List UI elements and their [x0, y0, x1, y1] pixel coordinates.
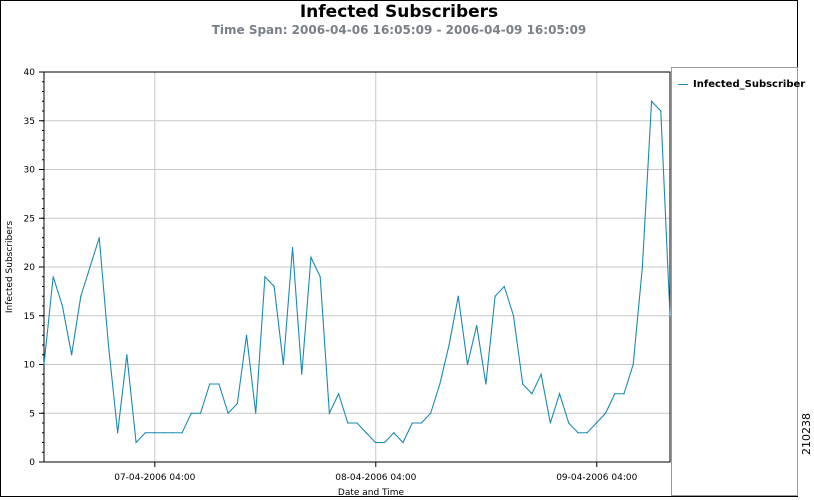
y-tick-label: 10 [24, 361, 36, 371]
legend-item: Infected_Subscriber [678, 79, 805, 90]
data-point [98, 237, 100, 239]
data-point [476, 324, 478, 327]
data-point [641, 266, 643, 268]
data-point [420, 422, 423, 424]
data-point [614, 393, 616, 395]
data-point [540, 373, 542, 375]
data-point [291, 246, 294, 249]
data-point [457, 295, 459, 297]
y-tick-label: 25 [24, 214, 35, 224]
data-point [264, 276, 266, 278]
data-point [374, 441, 377, 444]
data-point [52, 276, 54, 278]
data-point [430, 412, 432, 414]
data-point [144, 432, 146, 434]
data-point [558, 393, 561, 395]
x-tick-label: 08-04-2006 04:00 [335, 473, 416, 483]
y-tick-label: 35 [24, 117, 35, 127]
data-point [273, 285, 275, 288]
data-point [660, 110, 662, 112]
figure-code: 210238 [800, 413, 813, 455]
data-point [199, 412, 202, 414]
data-point [255, 412, 257, 414]
data-point [402, 441, 404, 444]
data-point [439, 383, 441, 385]
data-point [135, 441, 137, 444]
legend-label: Infected_Subscriber [693, 79, 806, 90]
x-tick-label: 07-04-2006 04:00 [114, 473, 195, 483]
data-point [43, 363, 45, 366]
data-point [623, 393, 625, 395]
data-point [107, 344, 110, 346]
data-point [89, 266, 91, 268]
data-point [347, 422, 349, 424]
x-axis-title: Date and Time [338, 488, 405, 498]
legend-swatch [678, 84, 688, 85]
y-tick-label: 20 [24, 263, 36, 273]
data-point [245, 334, 248, 336]
data-point [365, 432, 367, 434]
data-point [319, 276, 321, 278]
data-point [218, 383, 220, 385]
y-tick-label: 30 [24, 166, 36, 176]
data-point [466, 363, 469, 366]
legend: Infected_Subscriber [671, 67, 805, 496]
data-point [310, 256, 312, 258]
data-point [393, 432, 395, 434]
data-point [604, 412, 607, 414]
plot-border [43, 71, 671, 463]
data-point [384, 441, 386, 444]
data-point [301, 373, 303, 375]
y-tick-label: 40 [24, 68, 36, 78]
data-point [669, 315, 671, 317]
data-point [80, 295, 82, 297]
data-point [236, 402, 238, 405]
data-point [126, 354, 128, 356]
data-point [411, 422, 413, 424]
data-point [531, 393, 533, 395]
data-point [577, 432, 579, 434]
data-point [568, 422, 570, 424]
data-point [61, 305, 64, 307]
data-point [632, 363, 634, 366]
data-point [494, 295, 496, 297]
data-point [172, 432, 174, 434]
y-tick-label: 0 [29, 458, 35, 468]
data-point [209, 383, 211, 385]
data-point [190, 412, 192, 414]
data-point [595, 422, 597, 424]
data-point [586, 432, 588, 434]
data-point [117, 432, 119, 434]
data-point [485, 383, 487, 385]
y-tick-label: 15 [24, 312, 35, 322]
data-point [71, 354, 73, 356]
data-point [328, 412, 330, 414]
data-point [356, 422, 358, 424]
data-point [181, 432, 183, 434]
data-point [503, 285, 505, 288]
data-point [163, 432, 165, 434]
y-tick-label: 5 [29, 409, 35, 419]
chart-title: Infected Subscribers [299, 2, 499, 22]
data-point [337, 393, 340, 395]
data-point [227, 412, 229, 414]
chart-subtitle: Time Span: 2006-04-06 16:05:09 - 2006-04… [211, 23, 587, 37]
data-point [153, 432, 156, 434]
data-point [549, 422, 551, 424]
data-point [282, 363, 284, 366]
x-tick-label: 09-04-2006 04:00 [556, 473, 637, 483]
data-point [650, 100, 653, 102]
data-point [448, 344, 450, 346]
data-point [512, 315, 515, 317]
y-axis-title: Infected Subscribers [5, 221, 15, 314]
data-point [522, 383, 524, 385]
